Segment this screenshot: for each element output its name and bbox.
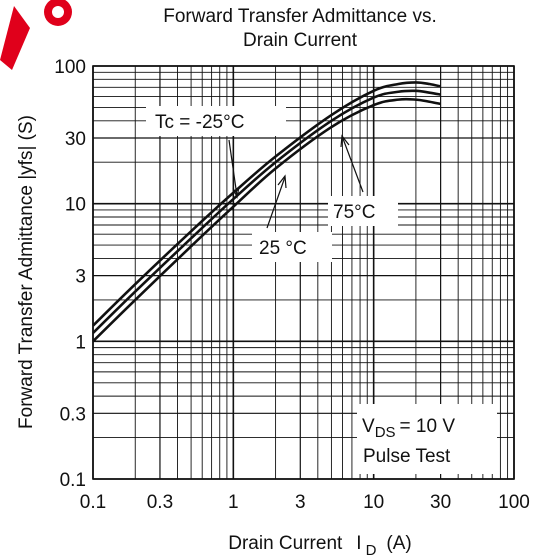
label-tc-minus-25: Tc = -25°C xyxy=(155,112,244,133)
y-tick-labels: 0.1 0.3 1 3 10 30 100 xyxy=(54,57,86,491)
label-25c: 25 °C xyxy=(259,238,307,259)
label-75c: 75°C xyxy=(333,202,375,223)
series-line-1 xyxy=(92,81,441,327)
x-tick-labels: 0.1 0.3 1 3 10 30 100 xyxy=(80,492,530,513)
condition-box: VDS = 10 V Pulse Test xyxy=(357,404,497,474)
y-tick-label: 3 xyxy=(75,267,86,288)
plot-frame xyxy=(92,65,515,480)
y-tick-label: 30 xyxy=(65,129,86,150)
x-tick-label: 0.3 xyxy=(147,492,173,513)
watermark-logo xyxy=(0,0,72,70)
pointer-25c xyxy=(266,176,286,229)
series-lines xyxy=(92,81,441,343)
x-tick-label: 10 xyxy=(363,492,384,513)
series-line-2 xyxy=(92,89,441,334)
annotation-tc-25: Tc = -25°C xyxy=(146,106,286,199)
x-axis-label: Drain Current I D (A) xyxy=(228,533,412,557)
x-tick-label: 3 xyxy=(295,492,306,513)
y-axis-label: Forward Transfer Admittance |yfs| (S) xyxy=(16,115,37,429)
x-tick-label: 100 xyxy=(498,492,530,513)
condition-vds: VDS = 10 V xyxy=(362,416,455,441)
x-tick-label: 0.1 xyxy=(80,492,106,513)
y-tick-label: 10 xyxy=(65,195,86,216)
y-tick-label: 0.3 xyxy=(60,404,86,425)
chart-title-line-2: Drain Current xyxy=(243,30,358,51)
y-tick-label: 0.1 xyxy=(60,470,86,491)
pointer-75c xyxy=(341,135,364,193)
condition-pulse-test: Pulse Test xyxy=(363,446,451,467)
pointer-tc-25 xyxy=(228,139,238,197)
y-tick-label: 1 xyxy=(75,332,86,353)
x-tick-label: 1 xyxy=(228,492,239,513)
annotation-25c: 25 °C xyxy=(252,174,332,262)
y-tick-label: 100 xyxy=(54,57,86,78)
annotation-75c: 75°C xyxy=(328,134,398,226)
series-line-3 xyxy=(92,97,441,343)
chart-title-line-1: Forward Transfer Admittance vs. xyxy=(163,6,437,27)
x-tick-label: 30 xyxy=(430,492,451,513)
